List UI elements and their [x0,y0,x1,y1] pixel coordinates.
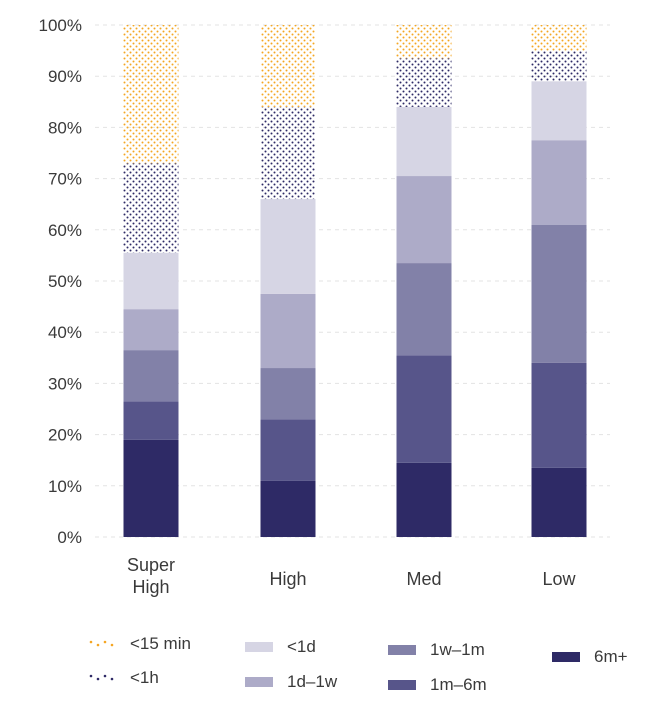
gridlines [95,24,610,538]
bar-segment [123,163,179,253]
y-tick-label: 40% [48,323,82,342]
legend-swatch [89,640,114,647]
bar-segment [531,362,587,468]
bar-segment [531,467,587,537]
bar-segment [123,252,179,310]
bar-segment [260,25,316,107]
bar-segment [123,25,179,164]
x-tick-label: Med [406,569,441,589]
y-tick-label: 30% [48,374,82,393]
legend-swatch [388,680,416,690]
y-tick-label: 70% [48,170,82,189]
bar-segment [531,25,587,51]
bar-segment [260,419,316,481]
bar-segment [260,480,316,537]
bar-segment [531,50,587,82]
legend-swatch [552,652,580,662]
legend-item: <15 min [88,634,191,654]
bar-segment [123,439,179,537]
legend-label: 1d–1w [287,672,338,691]
bar-segment [396,106,452,177]
legend-label: <1d [287,637,316,656]
y-tick-label: 60% [48,221,82,240]
legend-item: 6m+ [552,647,628,667]
bars [123,25,587,537]
bar-segment [123,350,179,402]
legend-label: <15 min [130,634,191,653]
y-axis: 0% 10% 20% 30% 40% 50% 60% 70% 80% 90% 100% [39,16,82,547]
y-tick-label: 20% [48,426,82,445]
bar-segment [123,401,179,440]
y-tick-label: 90% [48,67,82,86]
bar-segment [260,106,316,200]
legend-label: 1w–1m [430,640,485,659]
y-tick-label: 10% [48,477,82,496]
legend-swatch [89,674,114,681]
y-tick-label: 0% [57,528,82,547]
x-tick-label: High [269,569,306,589]
legend-swatch [245,642,273,652]
legend-item: <1h [88,668,159,688]
legend-swatch [388,645,416,655]
bar-segment [396,462,452,537]
y-tick-label: 50% [48,272,82,291]
legend-item: 1w–1m [388,640,485,660]
legend-item: 1d–1w [245,672,337,692]
x-axis: Super High High Med Low [127,555,577,597]
x-tick-label: Low [542,569,576,589]
y-tick-label: 100% [39,16,82,35]
bar-segment [531,224,587,363]
legend-label: 1m–6m [430,675,487,694]
bar-segment [531,81,587,141]
bar-segment [396,58,452,107]
x-tick-label: Super High [127,555,175,597]
bar-segment [396,176,452,264]
bar-segment [396,355,452,463]
legend-label: <1h [130,668,159,687]
legend-item: 1m–6m [388,675,487,695]
bar-segment [260,368,316,420]
bar-segment [260,293,316,369]
legend-item: <1d [245,637,316,657]
legend-label: 6m+ [594,647,628,666]
bar-segment [123,309,179,351]
bar-segment [531,140,587,225]
bar-segment [260,199,316,294]
y-tick-label: 80% [48,118,82,137]
bar-segment [396,263,452,356]
legend-swatch [245,677,273,687]
bar-segment [396,25,452,59]
